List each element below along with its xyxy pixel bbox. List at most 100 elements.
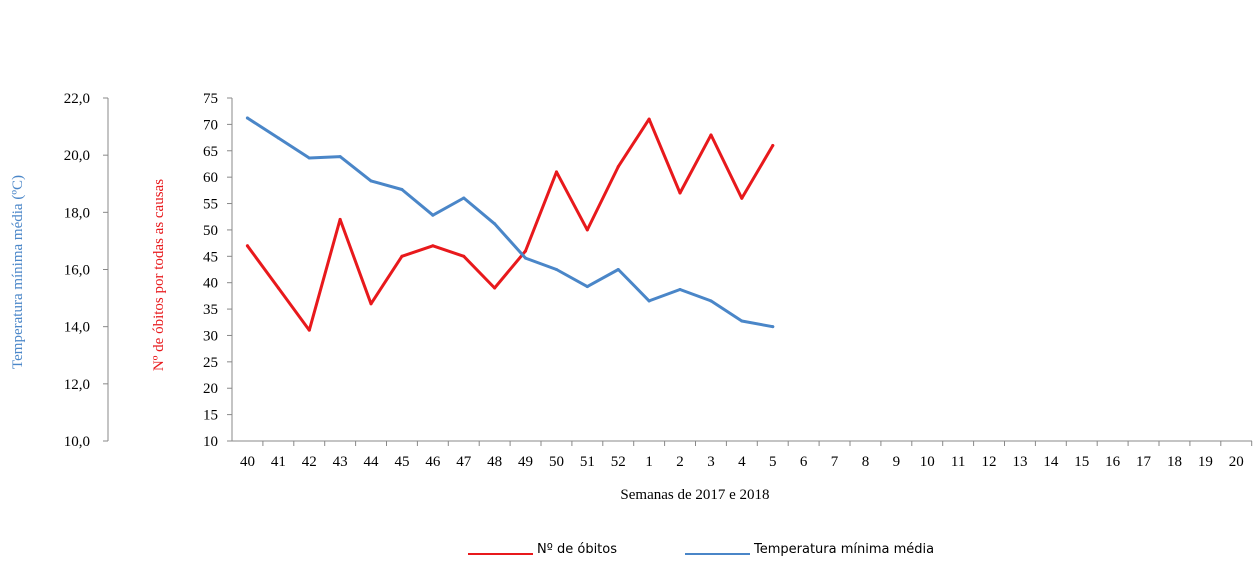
data-point-deaths <box>338 217 342 221</box>
x-tick-label: 47 <box>456 454 472 470</box>
data-point-deaths <box>709 133 713 137</box>
x-tick-label: 6 <box>800 454 808 470</box>
data-point-deaths <box>740 196 744 200</box>
x-tick-label: 7 <box>831 454 839 470</box>
x-tick-label: 50 <box>549 454 564 470</box>
data-point-deaths <box>493 286 497 290</box>
x-tick-label: 2 <box>676 454 684 470</box>
data-point-temperature <box>585 285 589 289</box>
temperature-tick-label: 16,0 <box>64 263 90 279</box>
data-point-temperature <box>369 179 373 183</box>
x-tick-label: 43 <box>333 454 348 470</box>
data-point-deaths <box>276 286 280 290</box>
x-tick-label: 15 <box>1074 454 1089 470</box>
x-axis-title: Semanas de 2017 e 2018 <box>620 487 769 503</box>
data-point-deaths <box>462 254 466 258</box>
data-point-deaths <box>369 302 373 306</box>
x-tick-label: 52 <box>611 454 626 470</box>
data-point-temperature <box>276 136 280 140</box>
deaths-tick-label: 70 <box>203 117 218 133</box>
legend: Nº de óbitos Temperatura mínima média <box>468 542 934 557</box>
deaths-tick-label: 60 <box>203 170 218 186</box>
x-axis: 40 41 42 43 44 45 46 47 48 49 50 51 52 1 2 3 4 5 6 7 8 9 10 11 1… <box>232 440 1253 470</box>
deaths-tick-label: 25 <box>203 355 218 371</box>
deaths-tick-label: 20 <box>203 381 218 397</box>
x-tick-label: 14 <box>1043 454 1059 470</box>
deaths-tick-label: 40 <box>203 276 218 292</box>
deaths-tick-label: 55 <box>203 197 218 213</box>
temperature-tick-label: 22,0 <box>64 91 90 107</box>
data-point-temperature <box>554 268 558 271</box>
deaths-tick-label: 35 <box>203 302 218 318</box>
x-tick-label: 18 <box>1167 454 1182 470</box>
data-point-deaths <box>524 249 528 253</box>
data-point-temperature <box>307 156 311 160</box>
x-tick-label: 13 <box>1012 454 1027 470</box>
x-tick-label: 10 <box>920 454 935 470</box>
data-point-temperature <box>647 299 651 303</box>
deaths-tick-label: 10 <box>203 434 218 450</box>
temperature-tick-label: 18,0 <box>64 205 90 221</box>
series-layer <box>245 116 775 332</box>
deaths-axis-title: Nº de óbitos por todas as causas <box>151 179 167 371</box>
x-tick-label: 48 <box>487 454 502 470</box>
x-tick-label: 19 <box>1198 454 1213 470</box>
series-line-temperature <box>245 116 775 329</box>
x-tick-label: 16 <box>1105 454 1121 470</box>
data-point-temperature <box>524 256 528 260</box>
deaths-tick-label: 15 <box>203 408 218 424</box>
deaths-tick-label: 75 <box>203 91 218 107</box>
data-point-deaths <box>554 170 558 174</box>
temperature-tick-label: 14,0 <box>64 320 90 336</box>
x-tick-label: 49 <box>518 454 533 470</box>
data-point-deaths <box>245 244 249 248</box>
temperature-axis-title: Temperatura mínima média (ºC) <box>10 175 26 369</box>
deaths-tick-label: 45 <box>203 249 218 265</box>
x-tick-label: 17 <box>1136 454 1152 470</box>
deaths-tick-label: 65 <box>203 144 218 160</box>
x-tick-label: 3 <box>707 454 715 470</box>
temperature-tick-label: 20,0 <box>64 148 90 164</box>
x-tick-label: 46 <box>425 454 441 470</box>
data-point-deaths <box>647 117 651 121</box>
x-tick-label: 8 <box>862 454 870 470</box>
legend-label-deaths: Nº de óbitos <box>537 542 617 557</box>
data-point-temperature <box>245 116 249 120</box>
data-point-temperature <box>771 325 775 329</box>
data-point-temperature <box>493 222 497 226</box>
temperature-axis: 22,0 20,0 18,0 16,0 14,0 12,0 10,0 <box>64 91 109 450</box>
data-point-deaths <box>616 165 620 169</box>
series-line-deaths <box>245 117 775 332</box>
data-point-deaths <box>307 328 311 332</box>
deaths-tick-label: 30 <box>203 328 218 344</box>
data-point-temperature <box>338 155 342 159</box>
x-tick-label: 42 <box>302 454 317 470</box>
legend-label-temperature: Temperatura mínima média <box>753 542 934 557</box>
deaths-tick-label: 50 <box>203 223 218 239</box>
data-point-temperature <box>616 268 620 271</box>
data-point-deaths <box>771 143 775 147</box>
data-point-temperature <box>740 319 744 323</box>
data-point-deaths <box>431 244 435 248</box>
x-tick-label: 12 <box>982 454 997 470</box>
data-point-temperature <box>400 187 404 191</box>
x-tick-label: 1 <box>645 454 653 470</box>
data-point-temperature <box>431 213 435 217</box>
data-point-temperature <box>462 196 466 200</box>
x-tick-label: 45 <box>394 454 409 470</box>
x-tick-label: 20 <box>1229 454 1244 470</box>
data-point-temperature <box>709 299 713 303</box>
x-tick-label: 9 <box>893 454 901 470</box>
deaths-axis: 75 70 65 60 55 50 45 40 35 30 25 20 15 10 <box>203 91 233 450</box>
x-tick-label: 5 <box>769 454 777 470</box>
x-tick-label: 51 <box>580 454 595 470</box>
data-point-deaths <box>585 228 589 232</box>
data-point-deaths <box>400 254 404 258</box>
data-point-deaths <box>678 191 682 195</box>
temperature-tick-label: 12,0 <box>64 377 90 393</box>
x-tick-label: 4 <box>738 454 746 470</box>
x-tick-label: 41 <box>271 454 286 470</box>
data-point-temperature <box>678 288 682 292</box>
temperature-tick-label: 10,0 <box>64 434 90 450</box>
